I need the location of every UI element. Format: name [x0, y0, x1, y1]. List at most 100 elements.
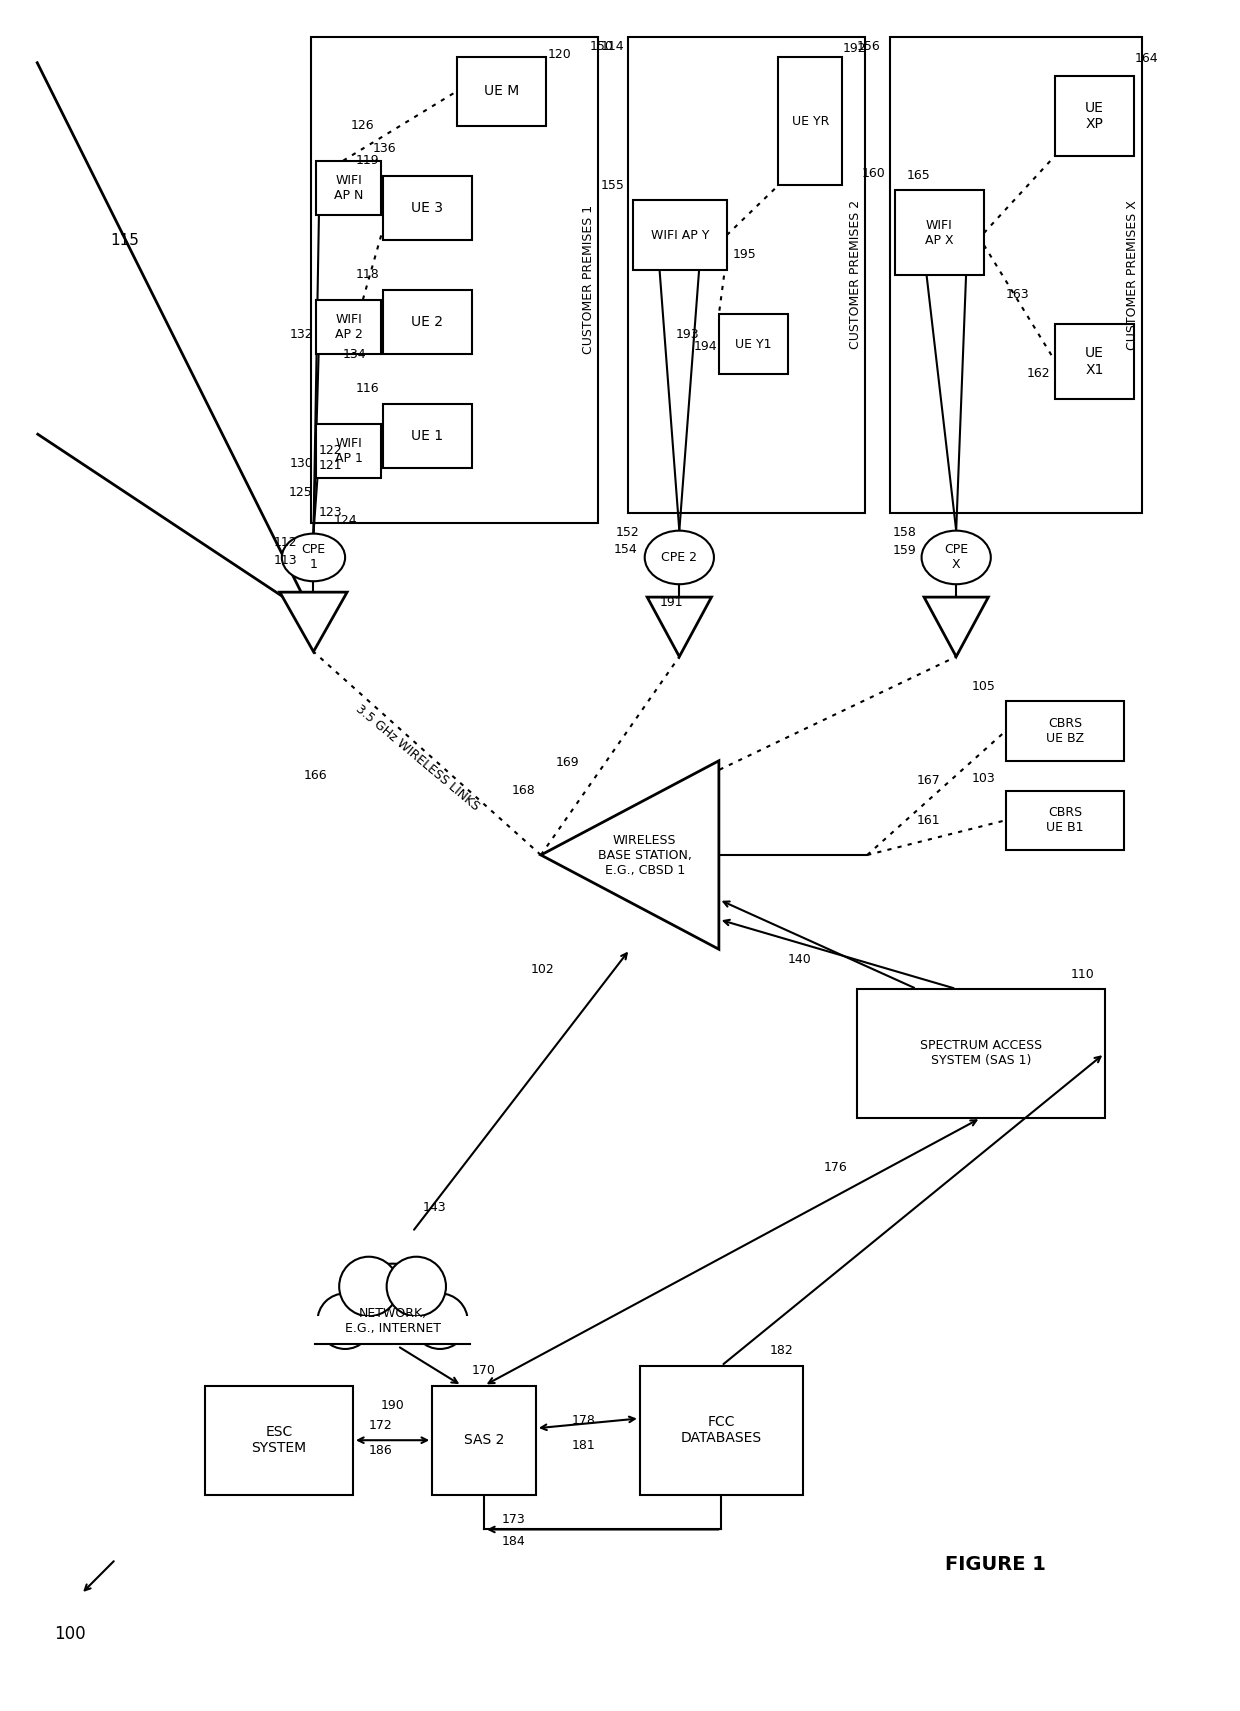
- Polygon shape: [541, 761, 719, 950]
- Text: 168: 168: [511, 784, 534, 797]
- Bar: [316, 424, 381, 477]
- Text: 160: 160: [862, 168, 885, 180]
- Ellipse shape: [921, 530, 991, 583]
- Text: 154: 154: [614, 542, 637, 556]
- Text: WIFI AP Y: WIFI AP Y: [651, 229, 709, 241]
- Text: UE YR: UE YR: [791, 115, 830, 128]
- Bar: [1055, 77, 1135, 156]
- Bar: [432, 1386, 536, 1495]
- Text: 162: 162: [1027, 368, 1050, 380]
- Text: 118: 118: [356, 269, 379, 281]
- Text: 134: 134: [343, 347, 367, 361]
- Text: 150: 150: [589, 39, 613, 53]
- Text: SPECTRUM ACCESS
SYSTEM (SAS 1): SPECTRUM ACCESS SYSTEM (SAS 1): [920, 1039, 1042, 1068]
- Text: CPE
X: CPE X: [944, 544, 968, 571]
- Bar: [857, 989, 1105, 1117]
- Bar: [1006, 702, 1125, 761]
- Text: 178: 178: [572, 1413, 595, 1427]
- Text: 172: 172: [368, 1418, 393, 1432]
- Text: 152: 152: [616, 527, 640, 539]
- Text: 186: 186: [368, 1444, 393, 1456]
- Text: FIGURE 1: FIGURE 1: [945, 1555, 1047, 1574]
- Text: 102: 102: [531, 963, 554, 975]
- Bar: [640, 1365, 804, 1495]
- Text: WIFI
AP 1: WIFI AP 1: [335, 436, 362, 465]
- Text: 166: 166: [304, 770, 327, 782]
- Text: 155: 155: [601, 180, 625, 192]
- Text: 110: 110: [1071, 967, 1095, 980]
- Text: 116: 116: [356, 382, 379, 395]
- Bar: [311, 36, 598, 524]
- Text: 105: 105: [972, 679, 996, 693]
- Text: WIFI
AP N: WIFI AP N: [334, 175, 363, 202]
- Text: 181: 181: [572, 1439, 595, 1451]
- Text: UE 1: UE 1: [412, 429, 443, 443]
- Text: 126: 126: [351, 120, 374, 132]
- Text: NETWORK,
E.G., INTERNET: NETWORK, E.G., INTERNET: [345, 1307, 440, 1335]
- Text: CUSTOMER PREMISES 1: CUSTOMER PREMISES 1: [582, 205, 595, 354]
- Polygon shape: [924, 597, 988, 657]
- Text: SAS 2: SAS 2: [464, 1434, 505, 1448]
- Ellipse shape: [281, 534, 345, 582]
- Text: 136: 136: [373, 142, 397, 156]
- Bar: [779, 56, 842, 185]
- Bar: [890, 36, 1142, 513]
- Text: UE
X1: UE X1: [1085, 346, 1104, 376]
- Text: 170: 170: [472, 1364, 496, 1377]
- Bar: [316, 299, 381, 354]
- Text: WIFI
AP 2: WIFI AP 2: [335, 313, 362, 340]
- Text: 156: 156: [857, 39, 880, 53]
- Text: 176: 176: [823, 1162, 847, 1174]
- Circle shape: [413, 1294, 467, 1348]
- Text: 113: 113: [274, 554, 298, 566]
- Text: CBRS
UE B1: CBRS UE B1: [1047, 806, 1084, 835]
- Text: 194: 194: [693, 340, 717, 352]
- Bar: [1055, 325, 1135, 399]
- Text: 122: 122: [319, 443, 342, 457]
- Polygon shape: [647, 597, 712, 657]
- Text: 167: 167: [916, 773, 940, 787]
- Text: 114: 114: [600, 39, 624, 53]
- Bar: [205, 1386, 353, 1495]
- Bar: [456, 56, 546, 127]
- Polygon shape: [280, 592, 347, 652]
- Text: 115: 115: [110, 233, 140, 248]
- Text: 143: 143: [423, 1201, 446, 1213]
- Text: WIRELESS
BASE STATION,
E.G., CBSD 1: WIRELESS BASE STATION, E.G., CBSD 1: [598, 833, 692, 876]
- Bar: [383, 289, 471, 354]
- Text: ESC
SYSTEM: ESC SYSTEM: [252, 1425, 306, 1456]
- Bar: [315, 1316, 470, 1345]
- Text: UE 3: UE 3: [412, 200, 443, 216]
- Text: CUSTOMER PREMISES X: CUSTOMER PREMISES X: [1126, 200, 1138, 349]
- Text: UE
XP: UE XP: [1085, 101, 1104, 132]
- Text: 124: 124: [334, 515, 357, 527]
- Text: 184: 184: [501, 1535, 525, 1548]
- Text: 130: 130: [290, 457, 314, 471]
- Text: 190: 190: [381, 1400, 404, 1412]
- Text: 132: 132: [290, 329, 314, 340]
- Text: 161: 161: [916, 814, 940, 826]
- Text: 125: 125: [289, 486, 312, 500]
- Text: 191: 191: [660, 595, 683, 609]
- Text: 103: 103: [972, 772, 996, 785]
- Text: FCC
DATABASES: FCC DATABASES: [681, 1415, 761, 1446]
- Text: 3.5 GHz WIRELESS LINKS: 3.5 GHz WIRELESS LINKS: [353, 703, 482, 813]
- Ellipse shape: [645, 530, 714, 583]
- Bar: [895, 190, 983, 275]
- Text: 165: 165: [906, 169, 930, 181]
- Text: 121: 121: [319, 459, 342, 472]
- Text: UE M: UE M: [484, 84, 520, 98]
- Text: 173: 173: [501, 1513, 525, 1526]
- Text: 164: 164: [1135, 51, 1158, 65]
- Bar: [316, 161, 381, 216]
- Circle shape: [387, 1256, 446, 1316]
- Text: 192: 192: [842, 43, 866, 55]
- Circle shape: [355, 1264, 430, 1340]
- Text: WIFI
AP X: WIFI AP X: [925, 219, 954, 246]
- Circle shape: [340, 1256, 398, 1316]
- Text: 140: 140: [789, 953, 812, 965]
- Bar: [719, 315, 789, 375]
- Text: UE 2: UE 2: [412, 315, 443, 329]
- Bar: [383, 176, 471, 240]
- Text: 158: 158: [893, 527, 916, 539]
